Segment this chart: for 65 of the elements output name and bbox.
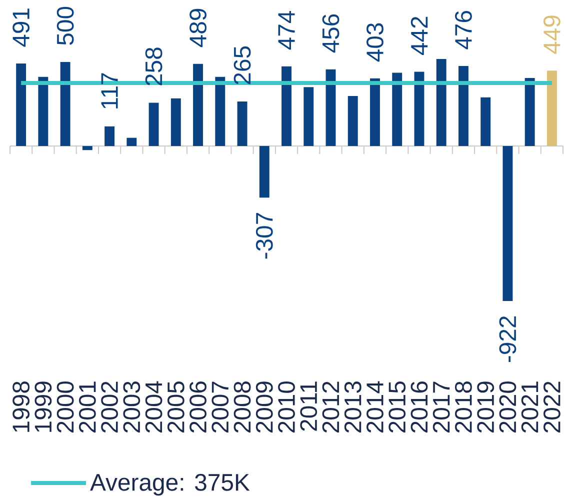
legend-label: Average: 375K: [90, 474, 250, 496]
x-tick-label: 2021: [521, 382, 538, 432]
bar: [170, 98, 181, 146]
x-tick-label: 2017: [432, 382, 450, 432]
bar: [193, 64, 203, 146]
x-tick-label: 2015: [388, 382, 406, 432]
x-tick-label: 2009: [256, 382, 273, 432]
data-label: -307: [256, 213, 273, 259]
data-label: 258: [145, 48, 162, 86]
x-tick-label: 2011: [300, 382, 318, 431]
bar: [148, 102, 159, 146]
data-label: 442: [410, 16, 428, 56]
x-tick-label: 2004: [145, 381, 162, 432]
data-label: 489: [190, 8, 206, 48]
x-tick-label: 1998: [12, 382, 30, 432]
x-tick-label: 2007: [212, 382, 229, 432]
bar: [480, 97, 491, 146]
bar: [282, 66, 292, 146]
data-label: 117: [101, 73, 118, 108]
bar: [392, 72, 402, 146]
bar: [16, 64, 26, 146]
bar: [546, 70, 557, 146]
bar: [458, 66, 468, 146]
x-tick-label: 2010: [278, 381, 295, 432]
x-tick-label: 2005: [167, 382, 184, 432]
x-tick-label: 2008: [234, 382, 251, 432]
data-label: 403: [366, 23, 384, 62]
x-tick-label: 2014: [366, 381, 384, 432]
bar: [82, 146, 92, 150]
bar: [60, 62, 70, 146]
bar: [215, 76, 226, 146]
x-tick-label: 2002: [101, 382, 118, 432]
x-tick-label: 2006: [190, 382, 206, 432]
bar: [38, 76, 48, 146]
bar: [304, 87, 314, 146]
x-tick-label: 2019: [477, 382, 494, 432]
data-label: 476: [455, 11, 472, 50]
data-label: 449: [543, 16, 560, 54]
bar: [326, 69, 336, 146]
x-tick-label: 1999: [34, 382, 52, 432]
bar: [104, 126, 115, 146]
bar: [259, 146, 270, 198]
bar: [524, 78, 535, 146]
bar: [370, 78, 380, 146]
x-tick-label: 2000: [56, 381, 74, 432]
data-label: 265: [234, 46, 251, 84]
data-label: 474: [278, 11, 295, 50]
x-tick-label: 2018: [455, 382, 472, 432]
bar: [126, 138, 137, 146]
data-label: -922: [499, 316, 516, 362]
x-tick-label: 2012: [322, 382, 340, 432]
x-tick-label: 2020: [499, 381, 516, 432]
bar: [348, 96, 358, 146]
x-tick-label: 2001: [78, 382, 96, 432]
bar: [414, 72, 424, 146]
data-label: 491: [12, 8, 30, 47]
x-tick-label: 2016: [410, 382, 428, 432]
data-label: 456: [322, 14, 340, 53]
bar: [502, 146, 513, 301]
bar: [436, 58, 446, 146]
bar: [237, 102, 248, 146]
x-tick-label: 2013: [344, 382, 362, 432]
x-tick-label: 2003: [123, 382, 140, 432]
data-label: 500: [56, 6, 74, 45]
x-tick-label: 2022: [543, 382, 560, 432]
